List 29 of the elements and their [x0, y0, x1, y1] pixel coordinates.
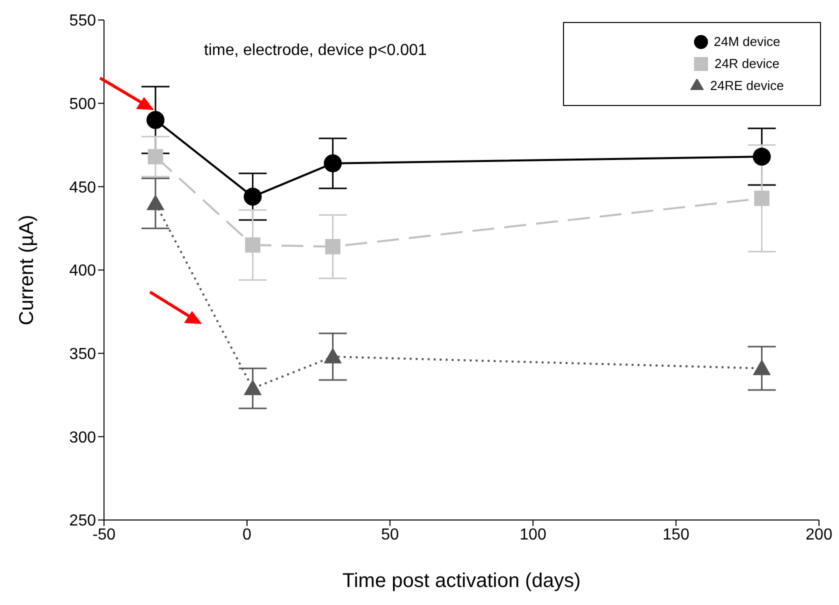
point [244, 379, 262, 396]
point [324, 154, 342, 172]
point [148, 149, 164, 164]
x-tick-label: 150 [662, 526, 690, 544]
point [754, 190, 770, 206]
y-tick-label: 500 [69, 96, 96, 114]
x-tick-label: 200 [806, 526, 832, 544]
y-tick-label: 450 [69, 179, 96, 196]
point [324, 348, 342, 364]
y-tick-label: 300 [69, 429, 96, 446]
x-axis-title: Time post activation (days) [342, 570, 581, 592]
y-tick-label: 400 [69, 262, 96, 280]
legend-label: 24M device [714, 34, 780, 49]
point [146, 194, 164, 210]
x-tick-label: 100 [520, 526, 546, 544]
point [244, 188, 262, 206]
annotation: time, electrode, device p<0.001 [204, 42, 427, 60]
point [146, 111, 164, 129]
y-tick-label: 550 [69, 12, 96, 30]
y-axis-title: Current (µA) [16, 214, 38, 326]
point [752, 148, 771, 166]
x-tick-label: 0 [242, 526, 252, 544]
x-tick-label: 50 [381, 526, 399, 544]
point [752, 359, 771, 376]
y-tick-label: 350 [69, 346, 96, 364]
legend-label: 24R device [714, 56, 780, 71]
legend-label: 24RE device [710, 78, 784, 93]
point [325, 239, 340, 254]
point [245, 237, 260, 253]
